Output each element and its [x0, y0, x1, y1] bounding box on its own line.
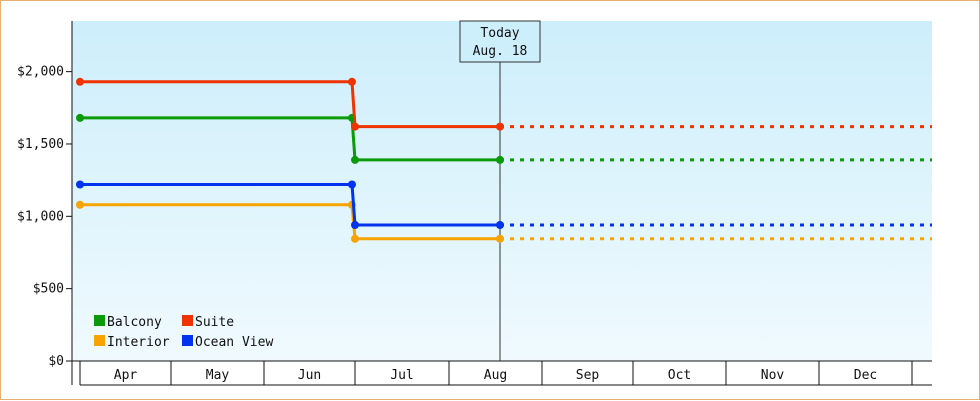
- legend-swatch: [182, 315, 193, 326]
- data-point: [347, 180, 356, 189]
- data-point: [76, 77, 84, 86]
- y-tick-label: $1,000: [17, 209, 64, 224]
- legend-label: Interior: [107, 335, 170, 350]
- axes: $0 $500 $1,000 $1,500 $2,000 Apr May Jun Jul Aug S…: [17, 21, 932, 386]
- x-tick-label: Apr: [114, 368, 138, 383]
- x-tick-label: Jun: [298, 368, 321, 383]
- data-point: [351, 221, 359, 229]
- y-tick-label: $1,500: [17, 137, 64, 152]
- legend-label: Suite: [195, 315, 234, 330]
- today-label: Today: [480, 26, 519, 41]
- data-point: [496, 122, 504, 131]
- x-tick-label: Oct: [668, 368, 691, 383]
- today-date: Aug. 18: [473, 44, 528, 59]
- series-line: [80, 80, 500, 129]
- data-point: [76, 180, 84, 189]
- x-tick-label: Sep: [576, 368, 600, 383]
- x-tick-label: May: [206, 368, 230, 383]
- data-point: [496, 221, 504, 229]
- series-lines: [76, 77, 932, 243]
- legend-label: Ocean View: [195, 335, 273, 350]
- legend-swatch: [182, 335, 193, 346]
- legend-label: Balcony: [107, 315, 162, 330]
- data-point: [351, 155, 359, 164]
- data-point: [496, 155, 504, 164]
- data-point: [76, 200, 84, 209]
- legend: Balcony Suite Interior Ocean View: [94, 315, 273, 350]
- x-tick-label: Aug: [484, 368, 507, 383]
- data-point: [351, 234, 359, 243]
- x-tick-label: Dec: [854, 368, 877, 383]
- series-line: [80, 116, 500, 162]
- legend-swatch: [94, 315, 105, 326]
- y-tick-label: $500: [33, 282, 64, 297]
- x-tick-label: Nov: [761, 368, 785, 383]
- data-point: [496, 234, 504, 243]
- plot-area: [72, 21, 932, 361]
- data-point: [76, 113, 84, 122]
- data-point: [351, 122, 359, 131]
- series-line: [80, 183, 500, 227]
- data-point: [347, 77, 356, 86]
- x-tick-label: Jul: [390, 368, 413, 383]
- today-box: [459, 20, 541, 63]
- y-tick-label: $0: [48, 354, 64, 369]
- y-tick-label: $2,000: [17, 65, 64, 80]
- legend-swatch: [94, 335, 105, 346]
- today-marker: Today Aug. 18: [459, 20, 541, 361]
